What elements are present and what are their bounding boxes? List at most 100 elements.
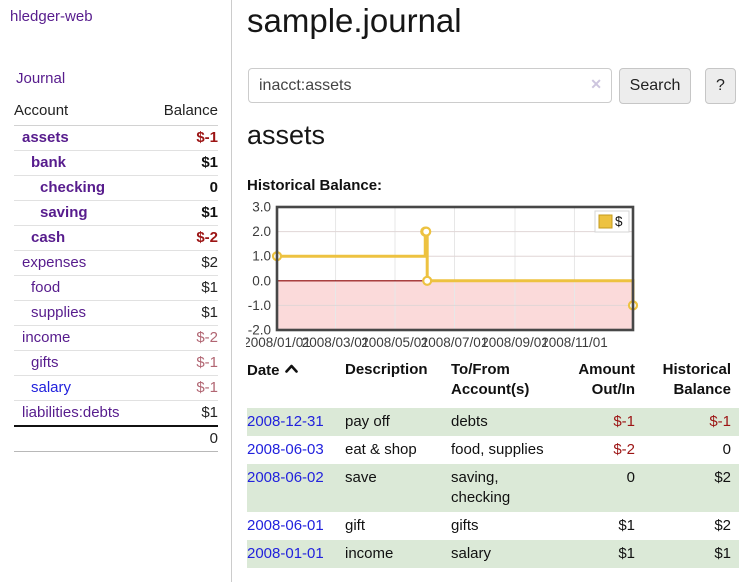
svg-text:-1.0: -1.0 xyxy=(248,298,271,313)
account-link-salary[interactable]: salary xyxy=(31,379,72,396)
svg-text:2008/09/01: 2008/09/01 xyxy=(481,335,549,350)
transaction-row: 2008-06-03 eat & shop food, supplies $-2 0 xyxy=(247,436,739,464)
account-name-cell: bank xyxy=(14,150,149,176)
accounts-total-balance: 0 xyxy=(14,425,218,452)
account-name-cell: food xyxy=(14,275,149,301)
accounts-body: assets $-1 bank $1 checking 0 saving $1 cash $-2 e… xyxy=(14,125,218,427)
search-button[interactable]: Search xyxy=(619,68,691,104)
chart-canvas: $3.0 2.0 1.0 0.0 -1.0 -2.02008/01/012008/03/0… xyxy=(246,201,639,350)
svg-text:2008/03/01: 2008/03/01 xyxy=(302,335,370,350)
transaction-description-cell: pay off xyxy=(345,413,390,430)
accounts-header-row: Account Balance xyxy=(14,102,218,126)
transaction-date-link[interactable]: 2008-06-02 xyxy=(247,469,324,486)
account-balance: $1 xyxy=(148,300,218,326)
transaction-date-cell: 2008-01-01 xyxy=(247,540,345,568)
sidebar-item-journal[interactable]: Journal xyxy=(16,70,66,87)
account-balance: $-1 xyxy=(148,125,218,151)
transaction-date-cell: 2008-12-31 xyxy=(247,408,345,436)
transaction-date-link[interactable]: 2008-12-31 xyxy=(247,413,324,430)
account-balance: $-2 xyxy=(148,225,218,251)
account-link-expenses[interactable]: expenses xyxy=(22,254,87,271)
register-header-date[interactable]: Date xyxy=(247,358,345,408)
account-balance: 0 xyxy=(148,175,218,201)
account-row: liabilities:debts $1 xyxy=(14,401,218,427)
account-link-bank[interactable]: bank xyxy=(31,154,67,171)
svg-text:2.0: 2.0 xyxy=(252,224,271,239)
transaction-amount-cell: $1 xyxy=(618,545,635,562)
account-name-cell: checking xyxy=(14,175,149,201)
account-balance: $1 xyxy=(148,275,218,301)
account-name-cell: salary xyxy=(14,375,149,401)
transaction-amount-cell: 0 xyxy=(626,469,635,486)
register-body: 2008-12-31 pay off debts $-1 $-1 2008-06-03 ea… xyxy=(247,408,739,568)
transaction-date-link[interactable]: 2008-06-03 xyxy=(247,441,324,458)
account-link-assets[interactable]: assets xyxy=(22,129,69,146)
account-name-cell: cash xyxy=(14,225,149,251)
account-balance: $1 xyxy=(201,404,218,421)
account-row: bank $1 xyxy=(14,150,218,176)
accounts-table: Account Balance assets $-1 bank $1 checking 0… xyxy=(14,102,218,452)
account-heading: assets xyxy=(247,120,326,150)
transaction-description-cell: income xyxy=(345,545,394,562)
register-table: Date Description To/From Account(s) Amou… xyxy=(247,358,739,568)
account-balance: $-2 xyxy=(148,325,218,351)
account-row: salary $-1 xyxy=(14,375,218,401)
account-name-cell: liabilities:debts xyxy=(14,401,149,427)
account-row: cash $-2 xyxy=(14,225,218,251)
transaction-balance-cell: $2 xyxy=(714,517,731,534)
register-header-balance: Historical Balance xyxy=(662,361,731,398)
transaction-accounts-cell: food, supplies xyxy=(451,441,544,458)
account-link-cash[interactable]: cash xyxy=(31,229,66,246)
account-name-cell: expenses xyxy=(14,250,149,276)
account-balance: $-1 xyxy=(148,375,218,401)
account-name-cell: supplies xyxy=(14,300,149,326)
account-row: assets $-1 xyxy=(14,125,218,151)
transaction-accounts-cell: saving, checking xyxy=(451,469,511,506)
account-row: supplies $1 xyxy=(14,300,218,326)
transaction-description-cell: gift xyxy=(345,517,366,534)
svg-text:2008/05/01: 2008/05/01 xyxy=(361,335,429,350)
transaction-amount-cell: $1 xyxy=(618,517,635,534)
historical-balance-chart: $3.0 2.0 1.0 0.0 -1.0 -2.0 2008/01/01 2008/03/0… xyxy=(246,201,648,357)
sidebar: hledger-web Journal Account Balance asse… xyxy=(0,0,232,582)
account-link-gifts[interactable]: gifts xyxy=(31,354,59,371)
transaction-date-link[interactable]: 2008-01-01 xyxy=(247,545,324,562)
transaction-accounts-cell: salary xyxy=(451,545,492,562)
app-brand-link[interactable]: hledger-web xyxy=(10,8,93,25)
accounts-header-account: Account xyxy=(14,102,149,126)
account-link-saving[interactable]: saving xyxy=(40,204,88,221)
svg-text:3.0: 3.0 xyxy=(252,201,271,215)
svg-text:2008/01/01: 2008/01/01 xyxy=(246,335,311,350)
account-row: expenses $2 xyxy=(14,250,218,276)
account-name-cell: income xyxy=(14,325,149,351)
account-link-income[interactable]: income xyxy=(22,329,71,346)
search-input[interactable] xyxy=(248,68,612,103)
transaction-date-link[interactable]: 2008-06-01 xyxy=(247,517,324,534)
svg-text:2008/11/01: 2008/11/01 xyxy=(541,335,608,350)
svg-text:$: $ xyxy=(615,214,623,229)
account-row: income $-2 xyxy=(14,325,218,351)
transaction-amount-cell: $-1 xyxy=(613,413,635,430)
transaction-amount-cell: $-2 xyxy=(613,441,635,458)
transaction-balance-cell: $1 xyxy=(714,545,731,562)
account-balance: $2 xyxy=(148,250,218,276)
transaction-balance-cell: $2 xyxy=(714,469,731,486)
clear-search-icon[interactable]: ✕ xyxy=(590,76,602,92)
account-link-checking[interactable]: checking xyxy=(40,179,106,196)
account-link-food[interactable]: food xyxy=(31,279,61,296)
search-help-button[interactable]: ? xyxy=(705,68,736,104)
page-title: sample.journal xyxy=(247,2,462,39)
account-row: saving $1 xyxy=(14,200,218,226)
chart-title: Historical Balance: xyxy=(247,177,383,194)
svg-text:0.0: 0.0 xyxy=(252,273,271,288)
account-balance: $1 xyxy=(148,200,218,226)
account-link-liabilities-debts[interactable]: liabilities:debts xyxy=(22,404,120,421)
register-header-amount: Amount Out/In xyxy=(578,361,635,398)
transaction-date-cell: 2008-06-03 xyxy=(247,436,345,464)
transaction-balance-cell: 0 xyxy=(722,441,731,458)
transaction-accounts-cell: debts xyxy=(451,413,488,430)
svg-text:2008/07/01: 2008/07/01 xyxy=(421,335,489,350)
main-content: sample.journal ✕ Search ? assets Histori… xyxy=(246,0,742,582)
account-link-supplies[interactable]: supplies xyxy=(31,304,87,321)
